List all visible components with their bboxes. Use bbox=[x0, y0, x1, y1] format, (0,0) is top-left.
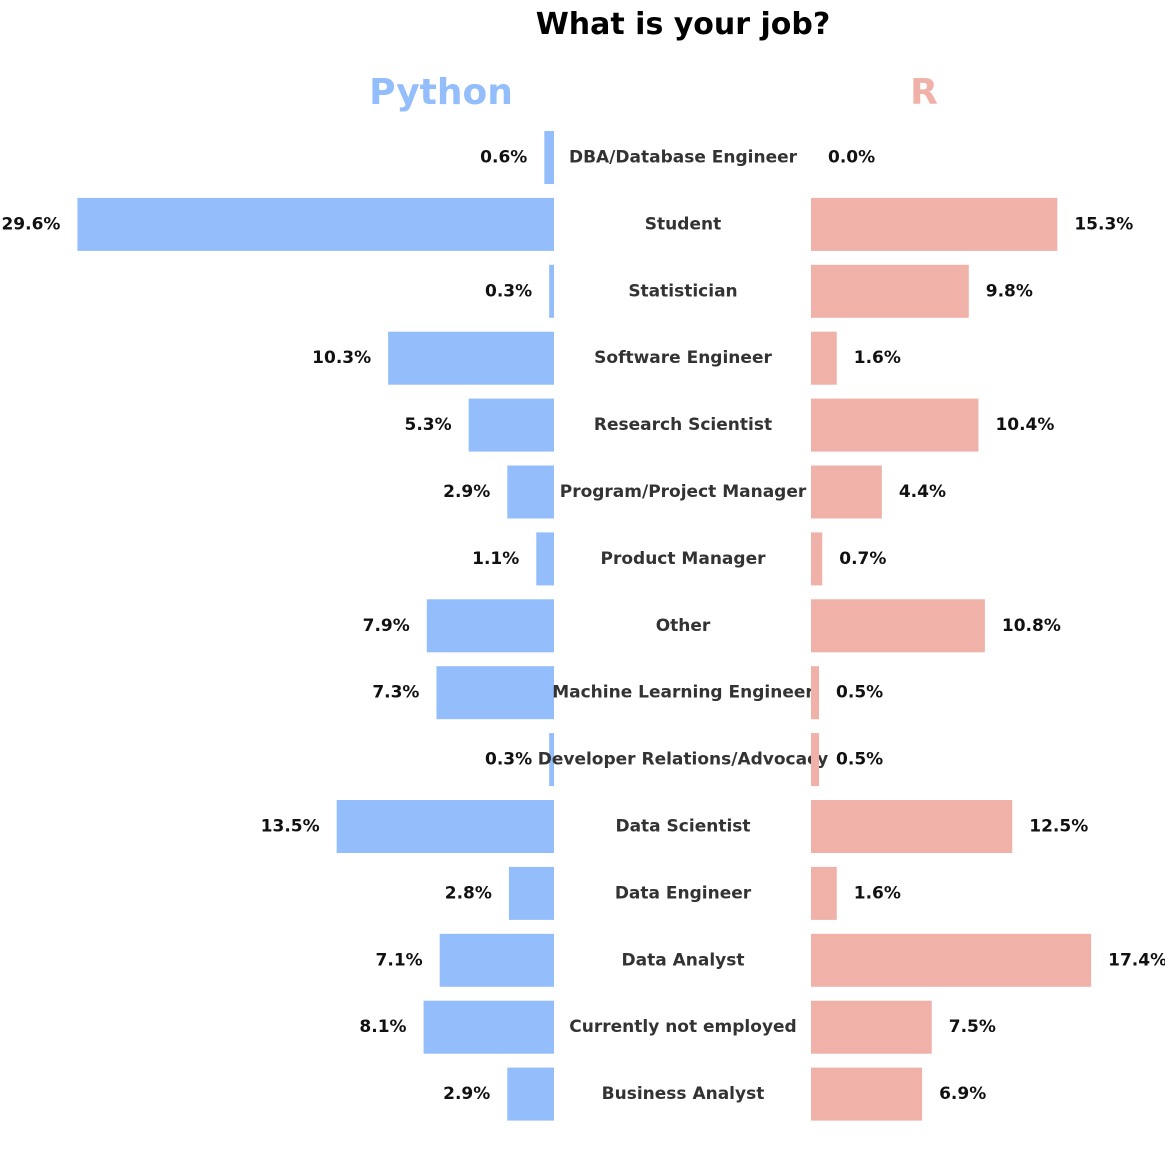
python-value-label-research-scientist: 5.3% bbox=[405, 415, 452, 435]
r-bar-program-project-manager bbox=[811, 465, 882, 519]
python-value-label-machine-learning-engineer: 7.3% bbox=[372, 683, 419, 703]
python-value-label-data-scientist: 13.5% bbox=[261, 817, 320, 837]
r-bar-data-engineer bbox=[811, 866, 837, 920]
category-label-developer-relations-advocacy: Developer Relations/Advocacy bbox=[538, 750, 829, 770]
category-label-data-engineer: Data Engineer bbox=[615, 883, 752, 903]
r-value-label-data-analyst: 17.4% bbox=[1108, 950, 1165, 970]
python-bar-program-project-manager bbox=[507, 465, 554, 519]
r-bar-machine-learning-engineer bbox=[811, 666, 820, 720]
category-label-business-analyst: Business Analyst bbox=[602, 1084, 765, 1104]
category-label-program-project-manager: Program/Project Manager bbox=[560, 482, 807, 502]
category-label-machine-learning-engineer: Machine Learning Engineer bbox=[552, 683, 814, 703]
category-label-statistician: Statistician bbox=[628, 281, 737, 301]
r-value-label-data-engineer: 1.6% bbox=[854, 883, 901, 903]
r-bar-developer-relations-advocacy bbox=[811, 733, 820, 787]
r-value-label-statistician: 9.8% bbox=[986, 281, 1033, 301]
python-bar-dba-database-engineer bbox=[544, 131, 554, 184]
python-bar-product-manager bbox=[536, 532, 554, 586]
python-bar-other bbox=[426, 599, 554, 653]
python-bar-student bbox=[77, 197, 554, 251]
python-value-label-product-manager: 1.1% bbox=[472, 549, 519, 569]
python-value-label-developer-relations-advocacy: 0.3% bbox=[485, 750, 532, 770]
category-label-dba-database-engineer: DBA/Database Engineer bbox=[569, 148, 798, 168]
r-value-label-product-manager: 0.7% bbox=[839, 549, 886, 569]
python-bar-machine-learning-engineer bbox=[436, 666, 554, 720]
python-bar-currently-not-employed bbox=[423, 1000, 554, 1054]
r-value-label-dba-database-engineer: 0.0% bbox=[828, 148, 875, 168]
python-bar-data-analyst bbox=[439, 933, 554, 987]
r-bar-currently-not-employed bbox=[811, 1000, 932, 1054]
r-bar-student bbox=[811, 197, 1058, 251]
python-bar-software-engineer bbox=[388, 331, 554, 385]
python-value-label-student: 29.6% bbox=[1, 214, 60, 234]
category-label-data-scientist: Data Scientist bbox=[615, 817, 750, 837]
python-bar-developer-relations-advocacy bbox=[549, 733, 554, 787]
python-value-label-program-project-manager: 2.9% bbox=[443, 482, 490, 502]
category-label-software-engineer: Software Engineer bbox=[594, 348, 772, 368]
r-value-label-machine-learning-engineer: 0.5% bbox=[836, 683, 883, 703]
r-series-title: R bbox=[910, 72, 938, 113]
category-label-currently-not-employed: Currently not employed bbox=[569, 1017, 796, 1037]
r-value-label-business-analyst: 6.9% bbox=[939, 1084, 986, 1104]
python-bar-data-engineer bbox=[508, 866, 554, 920]
r-bar-statistician bbox=[811, 264, 969, 318]
python-value-label-data-analyst: 7.1% bbox=[376, 950, 423, 970]
r-value-label-other: 10.8% bbox=[1002, 616, 1061, 636]
r-bar-product-manager bbox=[811, 532, 823, 586]
category-label-product-manager: Product Manager bbox=[601, 549, 767, 569]
python-bar-statistician bbox=[549, 264, 554, 318]
category-label-student: Student bbox=[645, 214, 721, 234]
category-label-data-analyst: Data Analyst bbox=[622, 950, 745, 970]
python-value-label-business-analyst: 2.9% bbox=[443, 1084, 490, 1104]
category-label-other: Other bbox=[656, 616, 711, 636]
r-value-label-data-scientist: 12.5% bbox=[1029, 817, 1088, 837]
r-value-label-software-engineer: 1.6% bbox=[854, 348, 901, 368]
python-value-label-other: 7.9% bbox=[363, 616, 410, 636]
r-bar-software-engineer bbox=[811, 331, 837, 385]
r-value-label-research-scientist: 10.4% bbox=[995, 415, 1054, 435]
python-value-label-software-engineer: 10.3% bbox=[312, 348, 371, 368]
r-value-label-program-project-manager: 4.4% bbox=[899, 482, 946, 502]
python-bar-research-scientist bbox=[468, 398, 554, 452]
r-bar-data-scientist bbox=[811, 800, 1013, 853]
python-value-label-statistician: 0.3% bbox=[485, 281, 532, 301]
r-value-label-student: 15.3% bbox=[1074, 214, 1133, 234]
r-bar-business-analyst bbox=[811, 1067, 923, 1121]
r-value-label-developer-relations-advocacy: 0.5% bbox=[836, 750, 883, 770]
python-value-label-currently-not-employed: 8.1% bbox=[359, 1017, 406, 1037]
r-bar-data-analyst bbox=[811, 933, 1092, 987]
category-label-research-scientist: Research Scientist bbox=[594, 415, 772, 435]
python-bar-business-analyst bbox=[507, 1067, 554, 1121]
r-value-label-currently-not-employed: 7.5% bbox=[949, 1017, 996, 1037]
chart-rows: 0.6% DBA/Database Engineer 0.0% 29.6% Studen… bbox=[1, 131, 1165, 1121]
python-bar-data-scientist bbox=[336, 800, 554, 853]
python-value-label-data-engineer: 2.8% bbox=[445, 883, 492, 903]
r-bar-research-scientist bbox=[811, 398, 979, 452]
python-value-label-dba-database-engineer: 0.6% bbox=[480, 148, 527, 168]
r-bar-other bbox=[811, 599, 985, 653]
python-series-title: Python bbox=[369, 72, 513, 113]
chart-title: What is your job? bbox=[536, 7, 831, 42]
